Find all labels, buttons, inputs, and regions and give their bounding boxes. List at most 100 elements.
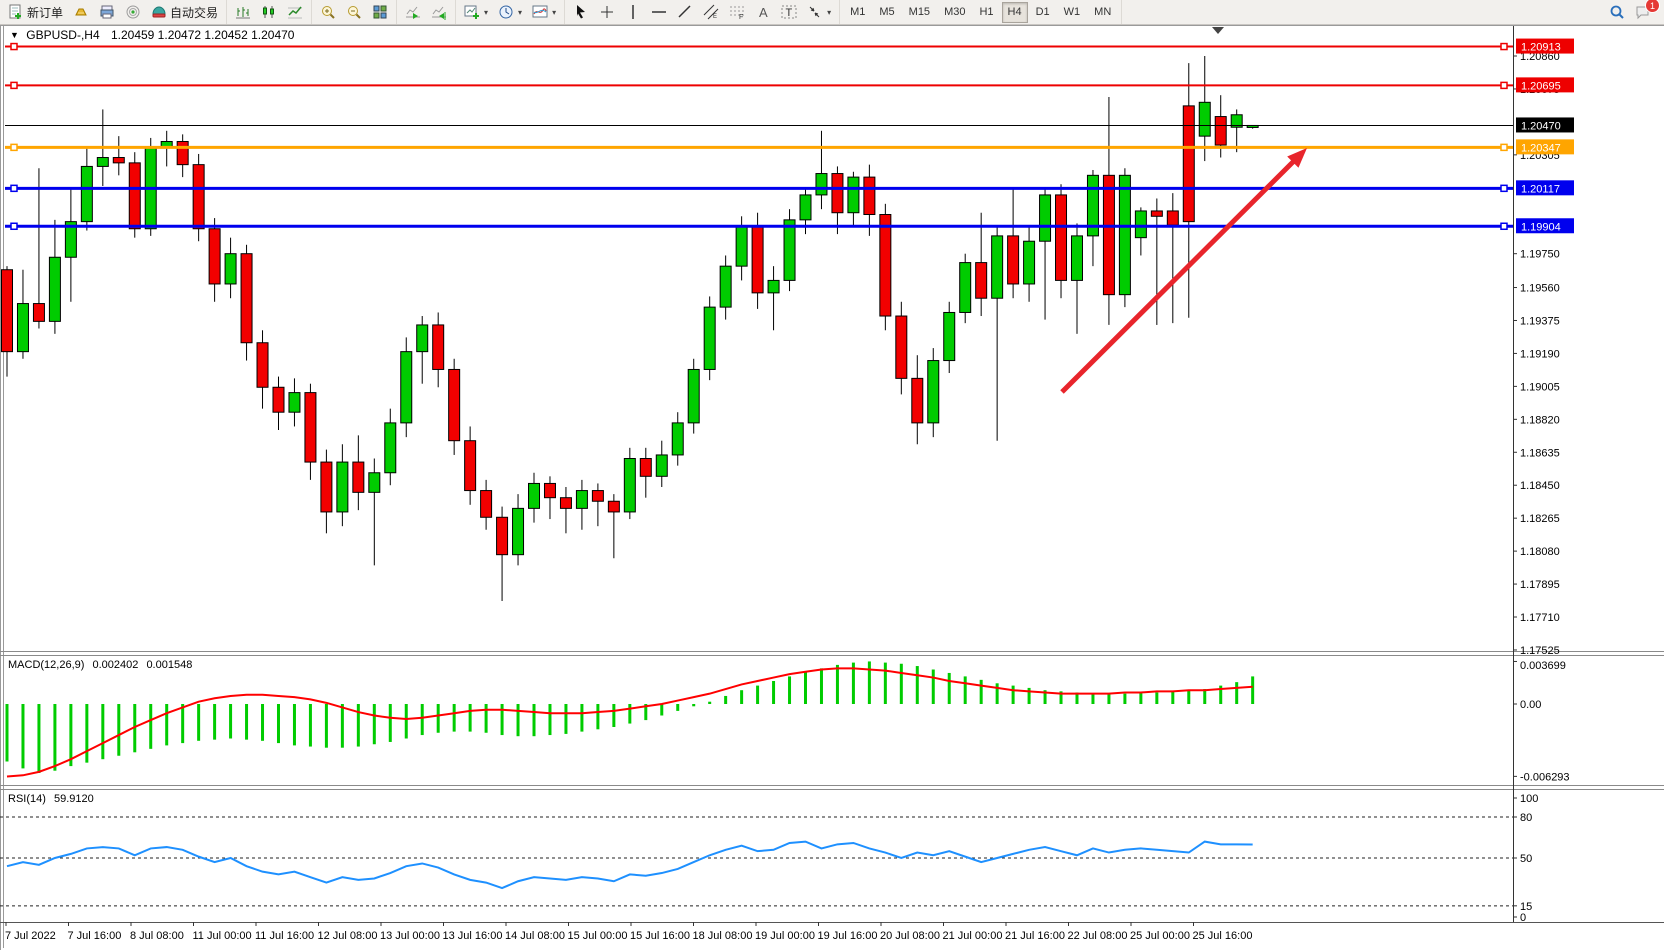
new-order-button[interactable]: 新订单 [4, 1, 67, 23]
line-handle[interactable] [10, 184, 18, 193]
candle [895, 315, 908, 379]
time-label: 18 Jul 08:00 [693, 930, 753, 942]
macd-bar [324, 704, 328, 748]
text-button[interactable]: A [751, 1, 775, 23]
macd-bar [596, 704, 600, 730]
auto-scroll-button[interactable] [401, 1, 425, 23]
price-axis[interactable]: 1.208601.206751.203051.197501.195601.193… [1513, 38, 1574, 924]
macd-bar [804, 671, 807, 704]
tf-button-M15[interactable]: M15 [908, 6, 931, 18]
macd-bar [1187, 690, 1191, 704]
candle [975, 262, 988, 299]
candle [575, 490, 588, 509]
text-label-button[interactable]: T [777, 1, 801, 23]
price-tick-label: 1.17895 [1520, 579, 1560, 591]
symbol-dropdown-icon[interactable]: ▼ [10, 30, 19, 40]
indicator-list-button[interactable]: ▾ [528, 1, 560, 23]
macd-bar [1059, 691, 1063, 704]
fibonacci-button[interactable]: F [725, 1, 749, 23]
tf-button-H1[interactable]: H1 [979, 6, 994, 18]
svg-text:F: F [739, 14, 743, 20]
candle [959, 262, 972, 313]
candles-layer[interactable] [1, 56, 1259, 601]
rsi-axis-label: 15 [1520, 901, 1532, 913]
macd-bar [612, 704, 616, 727]
period-clock-button[interactable]: ▾ [494, 1, 526, 23]
chart-shift-marker[interactable] [1212, 27, 1224, 34]
bars-chart-icon [235, 4, 251, 20]
line-handle[interactable] [1500, 184, 1508, 193]
zoom-out-icon [346, 4, 362, 20]
candle [639, 458, 652, 477]
macd-panel[interactable] [5, 661, 1255, 778]
tf-button-H4[interactable]: H4 [1001, 1, 1028, 23]
macd-bar [1107, 693, 1111, 704]
time-axis[interactable]: 7 Jul 2022 7 Jul 16:00 8 Jul 08:00 11 Jul 0… [5, 922, 1252, 942]
autotrade-button[interactable]: 自动交易 [147, 1, 222, 23]
line-handle[interactable] [1500, 222, 1508, 231]
price-tick-label: 1.19375 [1520, 315, 1560, 327]
crosshair-button[interactable] [595, 1, 619, 23]
tf-button-D1[interactable]: D1 [1035, 6, 1050, 18]
time-label: 25 Jul 16:00 [1193, 930, 1253, 942]
candles-chart-button[interactable] [257, 1, 281, 23]
line-handle[interactable] [10, 42, 18, 51]
macd-bar [692, 704, 696, 707]
macd-bar [85, 704, 89, 763]
printer-button[interactable] [95, 1, 119, 23]
tf-button-MN[interactable]: MN [1094, 6, 1112, 18]
macd-axis-label: 0.00 [1520, 699, 1541, 711]
toolbar-group-right: 1 [1601, 0, 1664, 24]
line-handle[interactable] [1500, 81, 1508, 90]
arrows-button[interactable]: ▾ [803, 1, 835, 23]
rsi-panel[interactable] [0, 816, 1513, 907]
macd-bar [37, 704, 41, 773]
bars-chart-button[interactable] [231, 1, 255, 23]
line-handle[interactable] [10, 222, 18, 231]
line-handle[interactable] [10, 81, 18, 90]
tf-button-W1[interactable]: W1 [1063, 6, 1081, 18]
toolbar-group-timeframes: M1 M5 M15 M30 H1 H4 D1 W1 MN [840, 0, 1123, 24]
cursor-icon [573, 4, 589, 20]
zoom-out-button[interactable] [342, 1, 366, 23]
svg-text:1.20695: 1.20695 [1521, 80, 1561, 92]
time-label: 15 Jul 00:00 [568, 930, 628, 942]
chat-button[interactable]: 1 [1631, 0, 1660, 23]
tf-button-M5[interactable]: M5 [879, 6, 895, 18]
tile-windows-button[interactable] [368, 1, 392, 23]
candle [1230, 114, 1243, 128]
cursor-button[interactable] [569, 1, 593, 23]
price-tick-label: 1.17525 [1520, 645, 1560, 657]
svg-text:1.20913: 1.20913 [1521, 42, 1561, 54]
macd-bar [21, 704, 25, 769]
channel-button[interactable]: E [699, 1, 723, 23]
candle [1166, 210, 1179, 226]
toolbar-group-chart-types [227, 0, 313, 24]
line-handle[interactable] [1500, 143, 1508, 152]
signal-button[interactable] [121, 1, 145, 23]
chart-shift-button[interactable] [427, 1, 451, 23]
line-chart-button[interactable] [283, 1, 307, 23]
zoom-in-button[interactable] [316, 1, 340, 23]
tf-button-M30[interactable]: M30 [944, 6, 966, 18]
macd-bar [947, 672, 951, 704]
tf-button-M1[interactable]: M1 [850, 6, 866, 18]
trend-arrow-annotation[interactable] [1060, 148, 1307, 394]
macd-bar [1043, 690, 1047, 704]
gold-ingot-button[interactable] [69, 1, 93, 23]
trendline-button[interactable] [673, 1, 697, 23]
chart-title[interactable]: ▼ GBPUSD-,H4 1.20459 1.20472 1.20452 1.2… [10, 28, 294, 42]
candle [1118, 174, 1131, 296]
macd-value-main: 0.002402 [92, 659, 139, 671]
candle [799, 194, 812, 221]
macd-bar [979, 679, 983, 704]
vline-button[interactable] [621, 1, 645, 23]
new-chart-button[interactable]: ▾ [460, 1, 492, 23]
hline-objects[interactable] [5, 42, 1513, 231]
ohlc-values: 1.20459 1.20472 1.20452 1.20470 [110, 28, 295, 42]
line-handle[interactable] [10, 143, 18, 152]
line-handle[interactable] [1500, 42, 1508, 51]
hline-button[interactable] [647, 1, 671, 23]
search-button[interactable] [1605, 1, 1629, 23]
